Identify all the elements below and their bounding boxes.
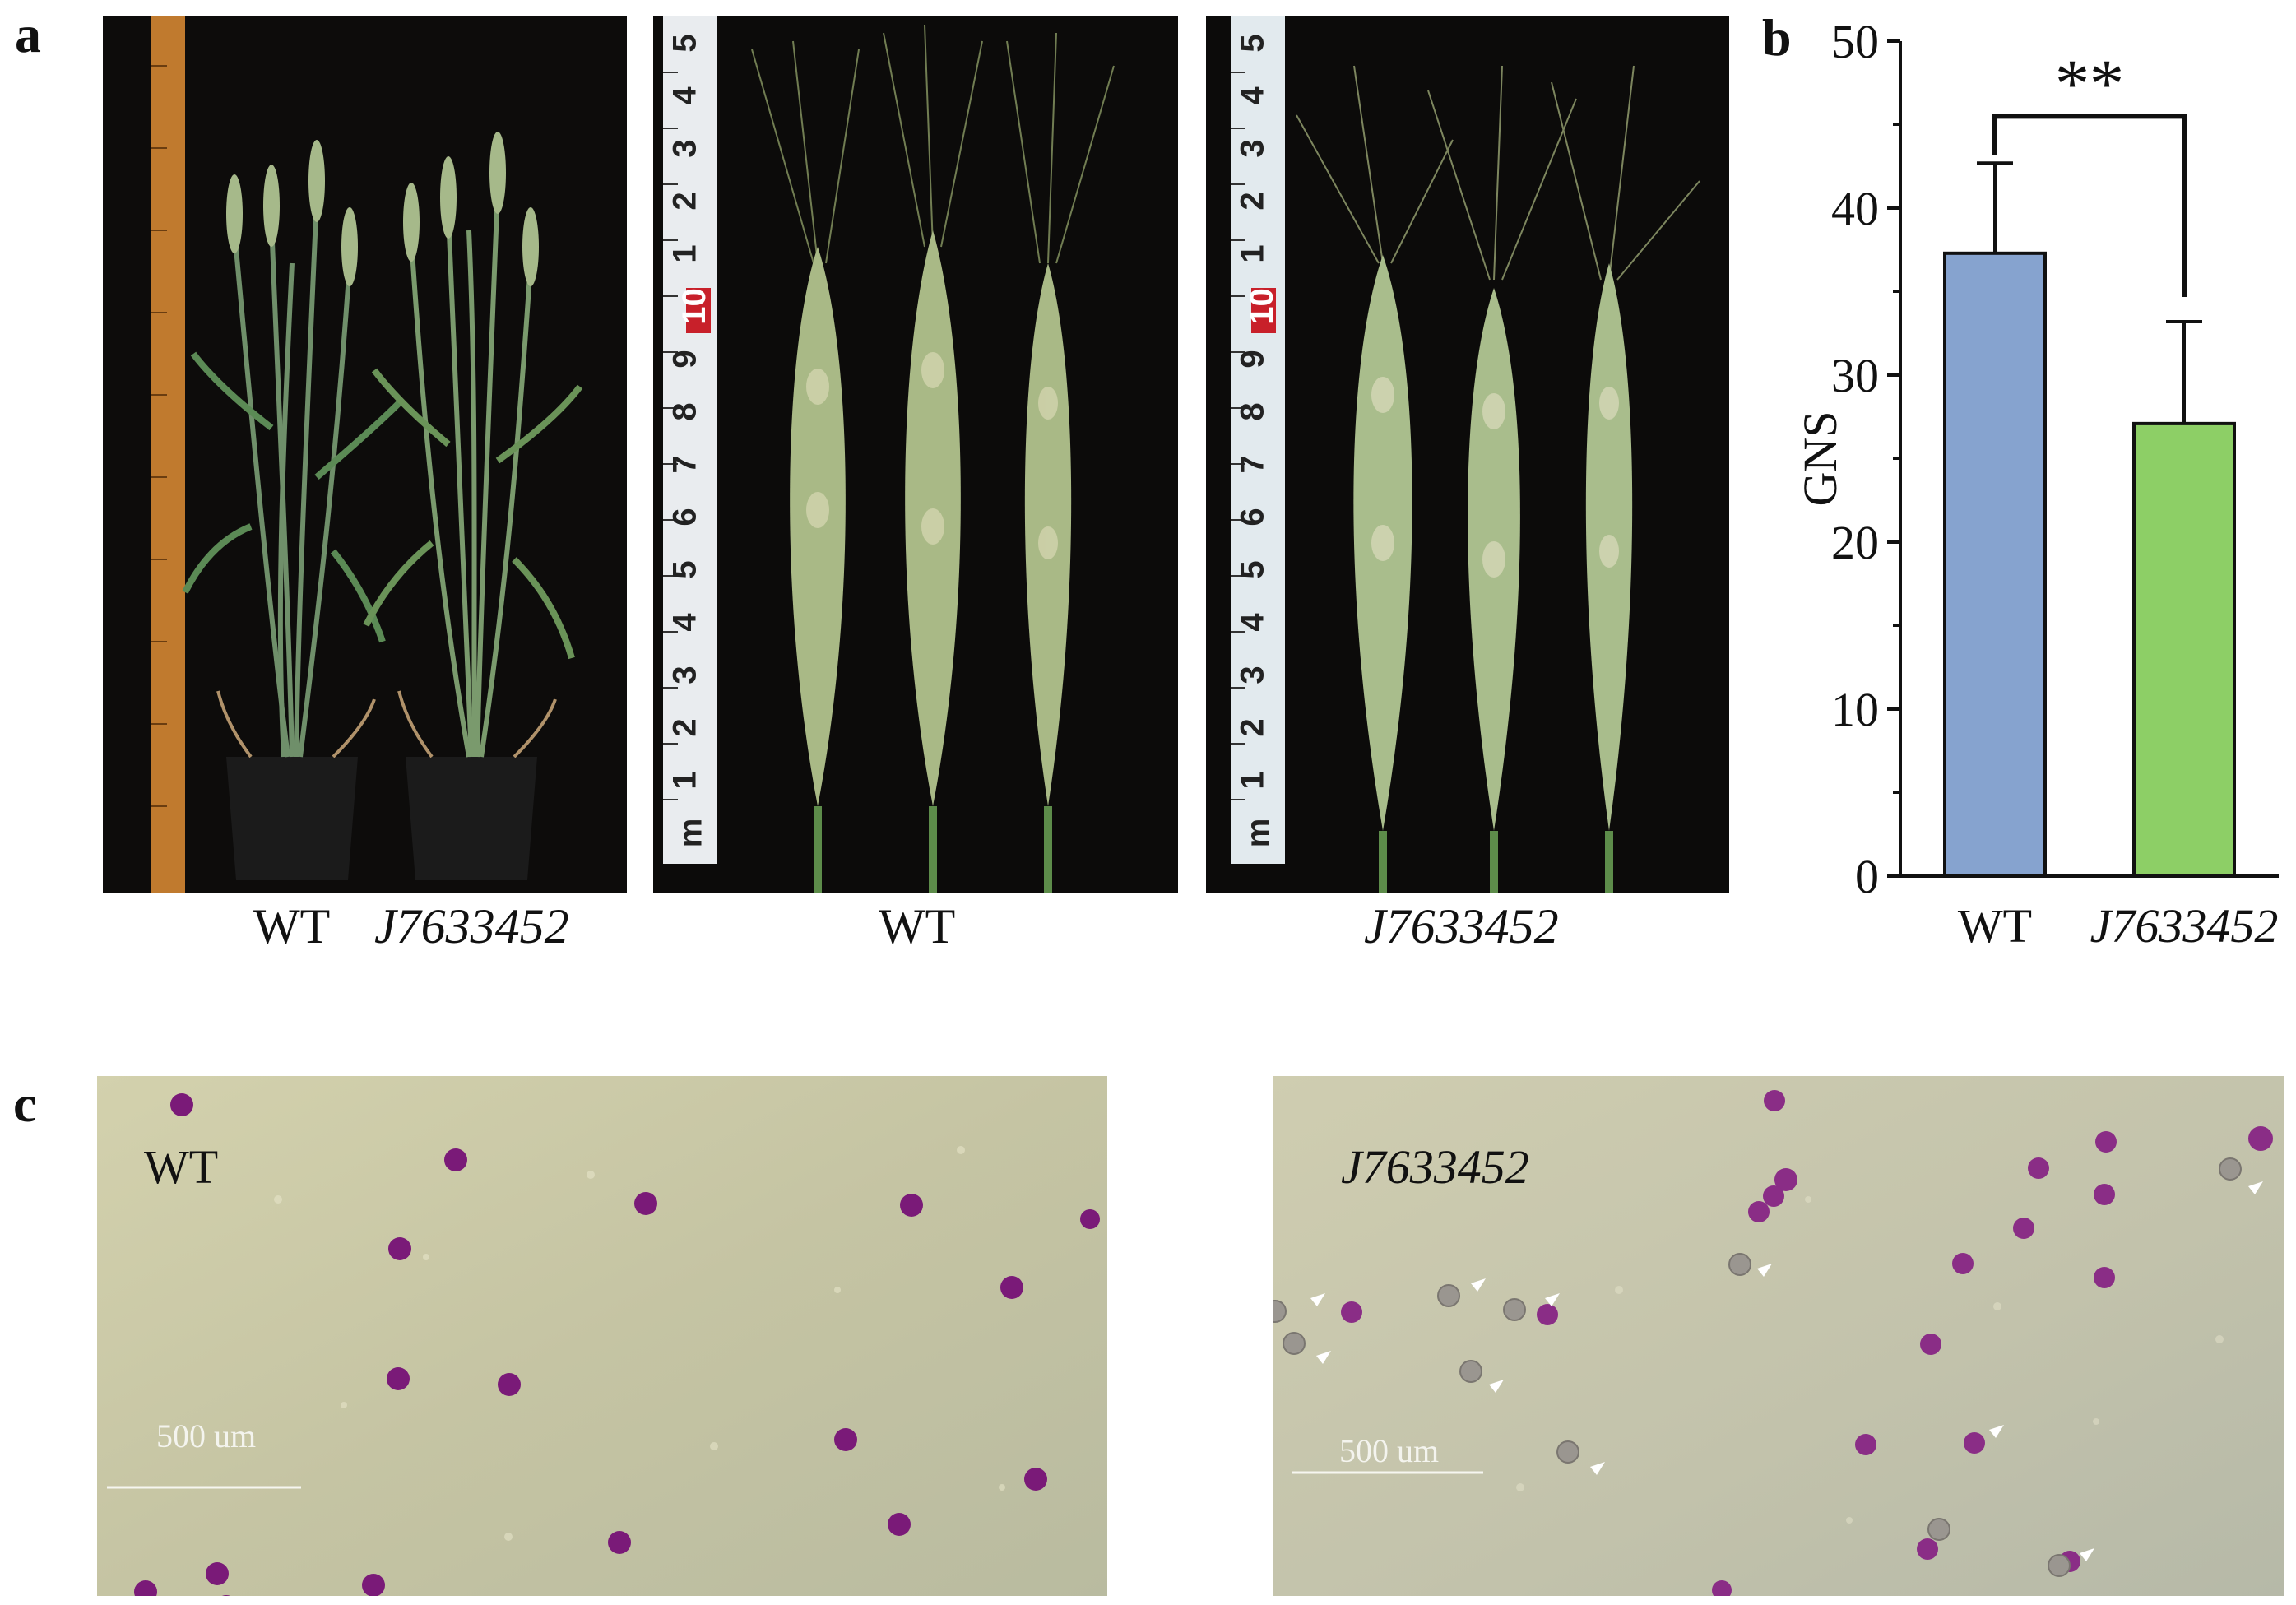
tape-number: 4 <box>666 86 703 105</box>
caption-plants-wt: WT <box>253 899 331 953</box>
tape-number: 3 <box>666 139 703 158</box>
tape-number: 5 <box>1234 34 1271 53</box>
mutant-scale-bar-label: 500 um <box>1339 1432 1440 1469</box>
bar <box>1943 251 2047 878</box>
y-tick-label: 0 <box>1855 850 1879 903</box>
wt-spikes-photo <box>653 16 1178 893</box>
panel-c-letter: c <box>13 1074 37 1133</box>
y-tick-label: 50 <box>1831 16 1879 68</box>
tape-number: 1 <box>666 771 703 790</box>
tape-number: 10 <box>1243 288 1280 325</box>
tape-numbers-wt: 5 4 3 2 1 10 9 8 7 6 5 4 3 2 1 m <box>665 18 719 865</box>
wt-pollen-micrograph <box>97 1076 1107 1596</box>
tape-number: 2 <box>1234 718 1271 737</box>
tape-number: 8 <box>666 402 703 421</box>
y-axis-label: GNS <box>1793 411 1847 506</box>
wt-micrograph-label: WT <box>144 1140 219 1194</box>
wt-scale-bar-label: 500 um <box>156 1417 257 1454</box>
caption-spikes-mutant: J7633452 <box>1364 899 1559 953</box>
tape-number: 6 <box>1234 508 1271 526</box>
panel-b-letter: b <box>1762 8 1792 67</box>
tape-number: 6 <box>666 508 703 526</box>
tape-number: 9 <box>1234 350 1271 369</box>
caption-plants-mutant: J7633452 <box>374 899 569 953</box>
y-tick-label: 10 <box>1831 683 1879 736</box>
y-tick-label: 20 <box>1831 516 1879 569</box>
y-tick-label: 40 <box>1831 182 1879 235</box>
tape-numbers-mutant: 5 4 3 2 1 10 9 8 7 6 5 4 3 2 1 m <box>1232 18 1287 865</box>
tape-number: 5 <box>666 34 703 53</box>
tape-number: 4 <box>1234 86 1271 105</box>
x-tick-label: WT <box>1958 899 2032 953</box>
tape-number: 7 <box>666 455 703 474</box>
mutant-micrograph-label: J7633452 <box>1341 1140 1529 1194</box>
tape-number: 9 <box>666 350 703 369</box>
tape-number: 4 <box>1234 613 1271 632</box>
tape-number: 4 <box>666 613 703 632</box>
caption-spikes-wt: WT <box>879 899 956 953</box>
mutant-pollen-micrograph <box>1273 1076 2284 1596</box>
tape-number: 2 <box>1234 192 1271 211</box>
tape-number: 1 <box>1234 771 1271 790</box>
plants-photo <box>103 16 627 893</box>
y-tick-label: 30 <box>1831 349 1879 402</box>
tape-number: 3 <box>1234 666 1271 684</box>
tape-number: 2 <box>666 192 703 211</box>
tape-number: m <box>672 818 709 848</box>
tape-number: 1 <box>1234 244 1271 263</box>
tape-number: 1 <box>666 244 703 263</box>
tape-number: 7 <box>1234 455 1271 474</box>
tape-number: 3 <box>666 666 703 684</box>
tape-number: 5 <box>1234 560 1271 579</box>
significance-bracket <box>1992 114 2187 298</box>
tape-number: 5 <box>666 560 703 579</box>
tape-number: m <box>1240 818 1277 848</box>
panel-a-letter: a <box>15 5 41 63</box>
bar <box>2132 421 2236 878</box>
gns-bar-chart: 0 10 20 30 40 50 GNS WT J7633452 ** <box>1793 16 2279 953</box>
significance-marker: ** <box>2055 45 2124 122</box>
x-tick-label: J7633452 <box>2090 899 2279 953</box>
tape-number: 2 <box>666 718 703 737</box>
tape-number: 10 <box>675 288 712 325</box>
mutant-spikes-photo <box>1206 16 1729 893</box>
tape-number: 8 <box>1234 402 1271 421</box>
tape-number: 3 <box>1234 139 1271 158</box>
